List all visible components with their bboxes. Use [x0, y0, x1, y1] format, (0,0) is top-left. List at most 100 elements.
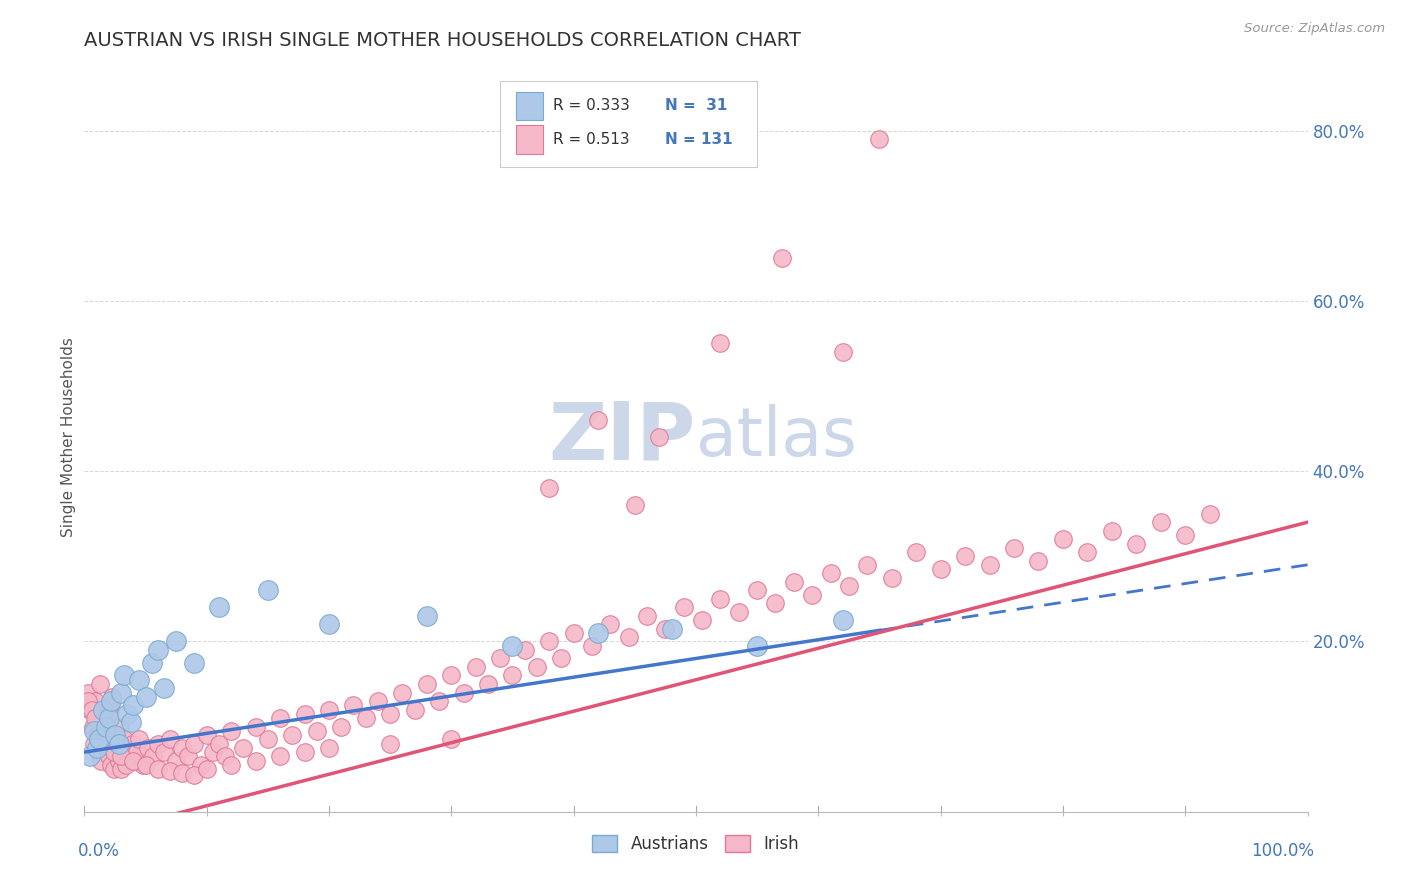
Point — [87, 728, 110, 742]
Point — [87, 745, 110, 759]
Point — [453, 685, 475, 699]
Point — [94, 740, 117, 755]
Point — [183, 737, 205, 751]
Point — [305, 723, 328, 738]
Point — [690, 613, 713, 627]
Point — [538, 634, 561, 648]
Point — [624, 498, 647, 512]
Point — [219, 758, 242, 772]
Text: R = 0.513: R = 0.513 — [553, 132, 630, 147]
Point — [929, 562, 952, 576]
FancyBboxPatch shape — [516, 126, 543, 153]
Text: N =  31: N = 31 — [665, 98, 728, 113]
Point — [146, 643, 169, 657]
Point — [97, 711, 120, 725]
Point — [1125, 536, 1147, 550]
Point — [269, 711, 291, 725]
Point — [654, 622, 676, 636]
Point — [86, 728, 108, 742]
Point — [108, 720, 131, 734]
Point — [294, 745, 316, 759]
Point — [214, 749, 236, 764]
Point — [831, 613, 853, 627]
FancyBboxPatch shape — [501, 81, 758, 168]
Point — [91, 732, 114, 747]
Point — [979, 558, 1001, 572]
Point — [79, 702, 101, 716]
Point — [208, 737, 231, 751]
Point — [318, 702, 340, 716]
Point — [838, 579, 860, 593]
Point — [177, 749, 200, 764]
Text: ZIP: ZIP — [548, 398, 696, 476]
Point — [586, 626, 609, 640]
Point — [562, 626, 585, 640]
Point — [89, 677, 111, 691]
Text: N = 131: N = 131 — [665, 132, 733, 147]
Point — [165, 754, 187, 768]
Point — [91, 702, 114, 716]
Point — [1198, 507, 1220, 521]
Point — [538, 481, 561, 495]
Point — [440, 668, 463, 682]
Point — [477, 677, 499, 691]
Point — [172, 740, 194, 755]
Point — [135, 690, 157, 704]
Point — [115, 740, 138, 755]
Point — [110, 749, 132, 764]
Point — [1076, 545, 1098, 559]
Point — [489, 651, 512, 665]
Point — [257, 732, 280, 747]
Point — [125, 745, 148, 759]
Point — [586, 413, 609, 427]
Point — [104, 737, 127, 751]
Point — [105, 745, 128, 759]
Point — [709, 591, 731, 606]
Point — [159, 732, 181, 747]
Point — [1052, 533, 1074, 547]
Point — [165, 634, 187, 648]
Point — [121, 737, 143, 751]
Point — [747, 639, 769, 653]
Point — [464, 660, 486, 674]
Point — [1101, 524, 1123, 538]
Point — [96, 715, 118, 730]
Point — [90, 754, 112, 768]
Point — [672, 600, 695, 615]
Point — [869, 132, 891, 146]
Point — [318, 617, 340, 632]
Point — [107, 737, 129, 751]
Point — [77, 685, 100, 699]
Point — [100, 758, 122, 772]
Point — [661, 622, 683, 636]
Point — [513, 643, 536, 657]
Point — [79, 749, 101, 764]
Point — [318, 740, 340, 755]
Text: Source: ZipAtlas.com: Source: ZipAtlas.com — [1244, 22, 1385, 36]
Point — [727, 605, 749, 619]
Point — [1002, 541, 1025, 555]
Point — [190, 758, 212, 772]
Point — [96, 737, 118, 751]
Text: 100.0%: 100.0% — [1251, 842, 1313, 860]
Point — [107, 754, 129, 768]
Point — [581, 639, 603, 653]
Point — [142, 749, 165, 764]
Point — [101, 690, 124, 704]
Point — [330, 720, 353, 734]
Point — [83, 737, 105, 751]
Point — [856, 558, 879, 572]
Point — [502, 668, 524, 682]
Point — [648, 430, 671, 444]
Point — [354, 711, 377, 725]
Point — [245, 720, 267, 734]
Point — [380, 737, 402, 751]
Point — [1174, 528, 1197, 542]
Point — [120, 715, 142, 730]
Text: atlas: atlas — [696, 404, 856, 470]
Point — [100, 694, 122, 708]
Point — [953, 549, 976, 564]
Point — [416, 608, 439, 623]
Point — [128, 732, 150, 747]
Point — [502, 639, 524, 653]
